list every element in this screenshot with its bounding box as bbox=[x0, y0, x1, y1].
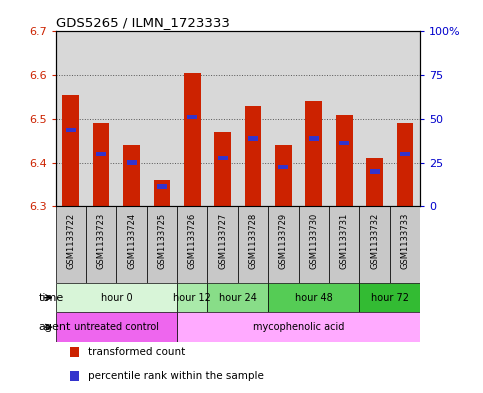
Text: GSM1133733: GSM1133733 bbox=[400, 213, 410, 269]
Text: GSM1133724: GSM1133724 bbox=[127, 213, 136, 268]
Bar bbox=[390, 206, 420, 283]
Text: percentile rank within the sample: percentile rank within the sample bbox=[88, 371, 264, 381]
Bar bbox=[154, 180, 170, 206]
Bar bbox=[62, 95, 79, 206]
Bar bbox=[245, 106, 261, 206]
Bar bbox=[336, 114, 353, 206]
Bar bbox=[208, 283, 268, 312]
Text: agent: agent bbox=[39, 322, 71, 332]
Bar bbox=[339, 141, 349, 145]
Text: untreated control: untreated control bbox=[74, 322, 159, 332]
Text: hour 12: hour 12 bbox=[173, 293, 211, 303]
Bar bbox=[248, 136, 258, 141]
Bar bbox=[329, 206, 359, 283]
Bar bbox=[208, 206, 238, 283]
Bar bbox=[369, 169, 380, 174]
Bar bbox=[268, 206, 298, 283]
Bar bbox=[127, 160, 137, 165]
Bar bbox=[177, 283, 208, 312]
Bar bbox=[70, 347, 79, 358]
Bar bbox=[309, 136, 319, 141]
Text: time: time bbox=[39, 293, 64, 303]
Bar bbox=[56, 206, 86, 283]
Bar bbox=[275, 145, 292, 206]
Bar bbox=[177, 312, 420, 342]
Bar bbox=[366, 158, 383, 206]
Text: GSM1133730: GSM1133730 bbox=[309, 213, 318, 269]
Bar bbox=[305, 101, 322, 206]
Bar bbox=[400, 152, 410, 156]
Bar bbox=[93, 123, 110, 206]
Text: GSM1133725: GSM1133725 bbox=[157, 213, 167, 268]
Bar bbox=[56, 283, 177, 312]
Text: GSM1133731: GSM1133731 bbox=[340, 213, 349, 269]
Bar bbox=[397, 123, 413, 206]
Text: GSM1133723: GSM1133723 bbox=[97, 213, 106, 269]
Text: hour 48: hour 48 bbox=[295, 293, 333, 303]
Text: GSM1133729: GSM1133729 bbox=[279, 213, 288, 268]
Text: hour 72: hour 72 bbox=[371, 293, 409, 303]
Bar bbox=[298, 206, 329, 283]
Text: GSM1133722: GSM1133722 bbox=[66, 213, 75, 268]
Bar bbox=[218, 156, 227, 160]
Bar bbox=[214, 132, 231, 206]
Bar bbox=[70, 371, 79, 381]
Text: GDS5265 / ILMN_1723333: GDS5265 / ILMN_1723333 bbox=[56, 16, 229, 29]
Bar bbox=[359, 206, 390, 283]
Bar bbox=[123, 145, 140, 206]
Bar bbox=[66, 128, 76, 132]
Text: hour 0: hour 0 bbox=[100, 293, 132, 303]
Text: transformed count: transformed count bbox=[88, 347, 185, 357]
Text: GSM1133728: GSM1133728 bbox=[249, 213, 257, 269]
Bar bbox=[177, 206, 208, 283]
Text: GSM1133732: GSM1133732 bbox=[370, 213, 379, 269]
Bar bbox=[268, 283, 359, 312]
Bar bbox=[238, 206, 268, 283]
Bar bbox=[96, 152, 106, 156]
Bar bbox=[56, 312, 177, 342]
Bar bbox=[86, 206, 116, 283]
Text: mycophenolic acid: mycophenolic acid bbox=[253, 322, 344, 332]
Bar bbox=[187, 114, 198, 119]
Text: GSM1133726: GSM1133726 bbox=[188, 213, 197, 269]
Bar bbox=[359, 283, 420, 312]
Bar bbox=[278, 165, 288, 169]
Bar bbox=[147, 206, 177, 283]
Bar bbox=[157, 184, 167, 189]
Text: hour 24: hour 24 bbox=[219, 293, 257, 303]
Text: GSM1133727: GSM1133727 bbox=[218, 213, 227, 269]
Bar bbox=[184, 73, 200, 206]
Bar bbox=[116, 206, 147, 283]
